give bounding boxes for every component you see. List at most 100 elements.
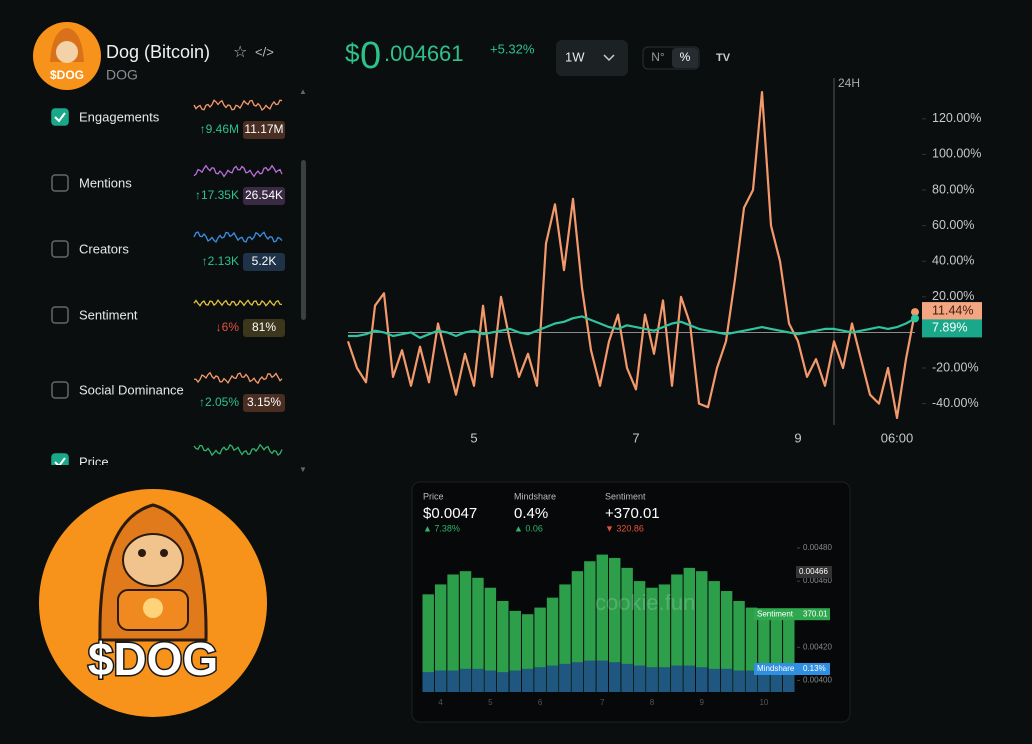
avatar-face (56, 41, 78, 63)
x-tick-label: 8 (650, 698, 655, 707)
scroll-up[interactable]: ▲ (299, 87, 307, 96)
metric-value: 11.17M (244, 122, 283, 136)
bar (434, 670, 447, 692)
series-tag-name: Sentiment (757, 609, 794, 618)
y-tick-label: 0.00420 (803, 642, 832, 651)
metric-name: Engagements (79, 109, 160, 124)
y-tick-label: -20.00% (932, 360, 979, 374)
checkbox[interactable] (51, 174, 69, 192)
series-tag (754, 663, 830, 675)
bar (484, 587, 497, 692)
bar (521, 614, 534, 692)
x-tick-label: 7 (600, 698, 605, 707)
checkbox[interactable] (51, 240, 69, 258)
series-line (348, 315, 916, 339)
bar (646, 587, 658, 692)
mode-toggle[interactable] (642, 46, 700, 70)
logo-eye (138, 549, 146, 557)
bar (758, 610, 770, 692)
checkbox[interactable] (51, 306, 69, 324)
main-chart: 120.00% 100.00% 80.00% 60.00% 40.00% 20.00% -2… (346, 76, 982, 445)
bar (671, 574, 683, 692)
x-tick-label: 4 (438, 698, 443, 707)
mode-percent-bg[interactable] (672, 48, 698, 68)
y-tick-label: 40.00% (932, 254, 974, 268)
bar (708, 581, 720, 692)
bar (609, 662, 621, 692)
embed-icon[interactable]: </> (255, 44, 274, 59)
bar (708, 668, 720, 692)
y-tick-label: 0.00400 (803, 676, 832, 685)
sparkline (193, 443, 283, 457)
bar (758, 672, 770, 692)
bar (733, 600, 745, 692)
stat-change: ▲ 7.38% (423, 523, 460, 533)
bar (571, 571, 584, 692)
checkbox[interactable] (51, 108, 69, 126)
metric-change: ↑2.05% (199, 395, 239, 409)
ticker: DOG (106, 67, 138, 83)
timeframe-label: 1W (565, 49, 585, 64)
metric-value: 3.15% (247, 395, 281, 409)
price-tag-label: 0.00466 (799, 567, 828, 576)
checkbox[interactable] (51, 381, 69, 399)
sparkline (193, 231, 283, 244)
y-tick-label: 0.00480 (803, 543, 832, 552)
bar (696, 571, 708, 692)
sparkline (193, 99, 283, 112)
bar (633, 581, 646, 692)
bar (783, 614, 795, 692)
x-tick-label: 5 (488, 698, 493, 707)
bar (534, 667, 546, 692)
last-value-tag (922, 319, 982, 338)
timeframe-select[interactable] (556, 40, 628, 76)
y-tick-label: 60.00% (932, 218, 974, 232)
logo-face (122, 533, 184, 587)
series-tag (754, 608, 830, 621)
star-icon[interactable]: ☆ (233, 44, 247, 61)
bar (745, 607, 758, 692)
y-tick-label: -40.00% (932, 396, 979, 410)
bar (596, 554, 608, 692)
bar (621, 567, 633, 692)
logo-coin (143, 598, 163, 618)
bar (447, 574, 459, 692)
mode-number[interactable]: N° (651, 50, 665, 64)
series-line (346, 91, 917, 419)
scrollbar-thumb[interactable] (301, 160, 306, 320)
stat-change: ▲ 0.06 (514, 523, 543, 533)
scroll-down[interactable]: ▼ (299, 465, 307, 474)
value-tag (243, 319, 285, 337)
bar (770, 672, 783, 692)
price-fraction: .004661 (384, 41, 464, 66)
bar (459, 571, 472, 692)
bar (546, 597, 559, 692)
metric-change: ↑9.46M (200, 122, 239, 136)
sparkline (193, 299, 283, 307)
stat-label: Price (423, 491, 444, 501)
bar (534, 607, 546, 692)
bar (633, 665, 646, 692)
x-tick-label: 5 (470, 430, 477, 445)
tradingview-logo[interactable]: TV (716, 52, 731, 64)
x-tick-label: 7 (632, 430, 639, 445)
x-tick-label: 9 (700, 698, 705, 707)
bar (472, 668, 484, 692)
value-tag (243, 121, 285, 139)
bar (596, 660, 608, 692)
watermark: cookie.fun (595, 590, 695, 615)
bar (720, 668, 733, 692)
bar (422, 672, 434, 692)
series-tag-value: 370.01 (803, 609, 828, 618)
bar (671, 665, 683, 692)
bar (497, 600, 509, 692)
bar (509, 610, 521, 692)
y-tick-label: 20.00% (932, 289, 974, 303)
bar (720, 591, 733, 692)
metric-name: Sentiment (79, 307, 138, 322)
metric-change: ↑2.13K (202, 254, 239, 268)
token-name: Dog (Bitcoin) (106, 42, 210, 62)
y-tick-label: 120.00% (932, 111, 981, 125)
mode-percent[interactable]: % (680, 50, 691, 64)
